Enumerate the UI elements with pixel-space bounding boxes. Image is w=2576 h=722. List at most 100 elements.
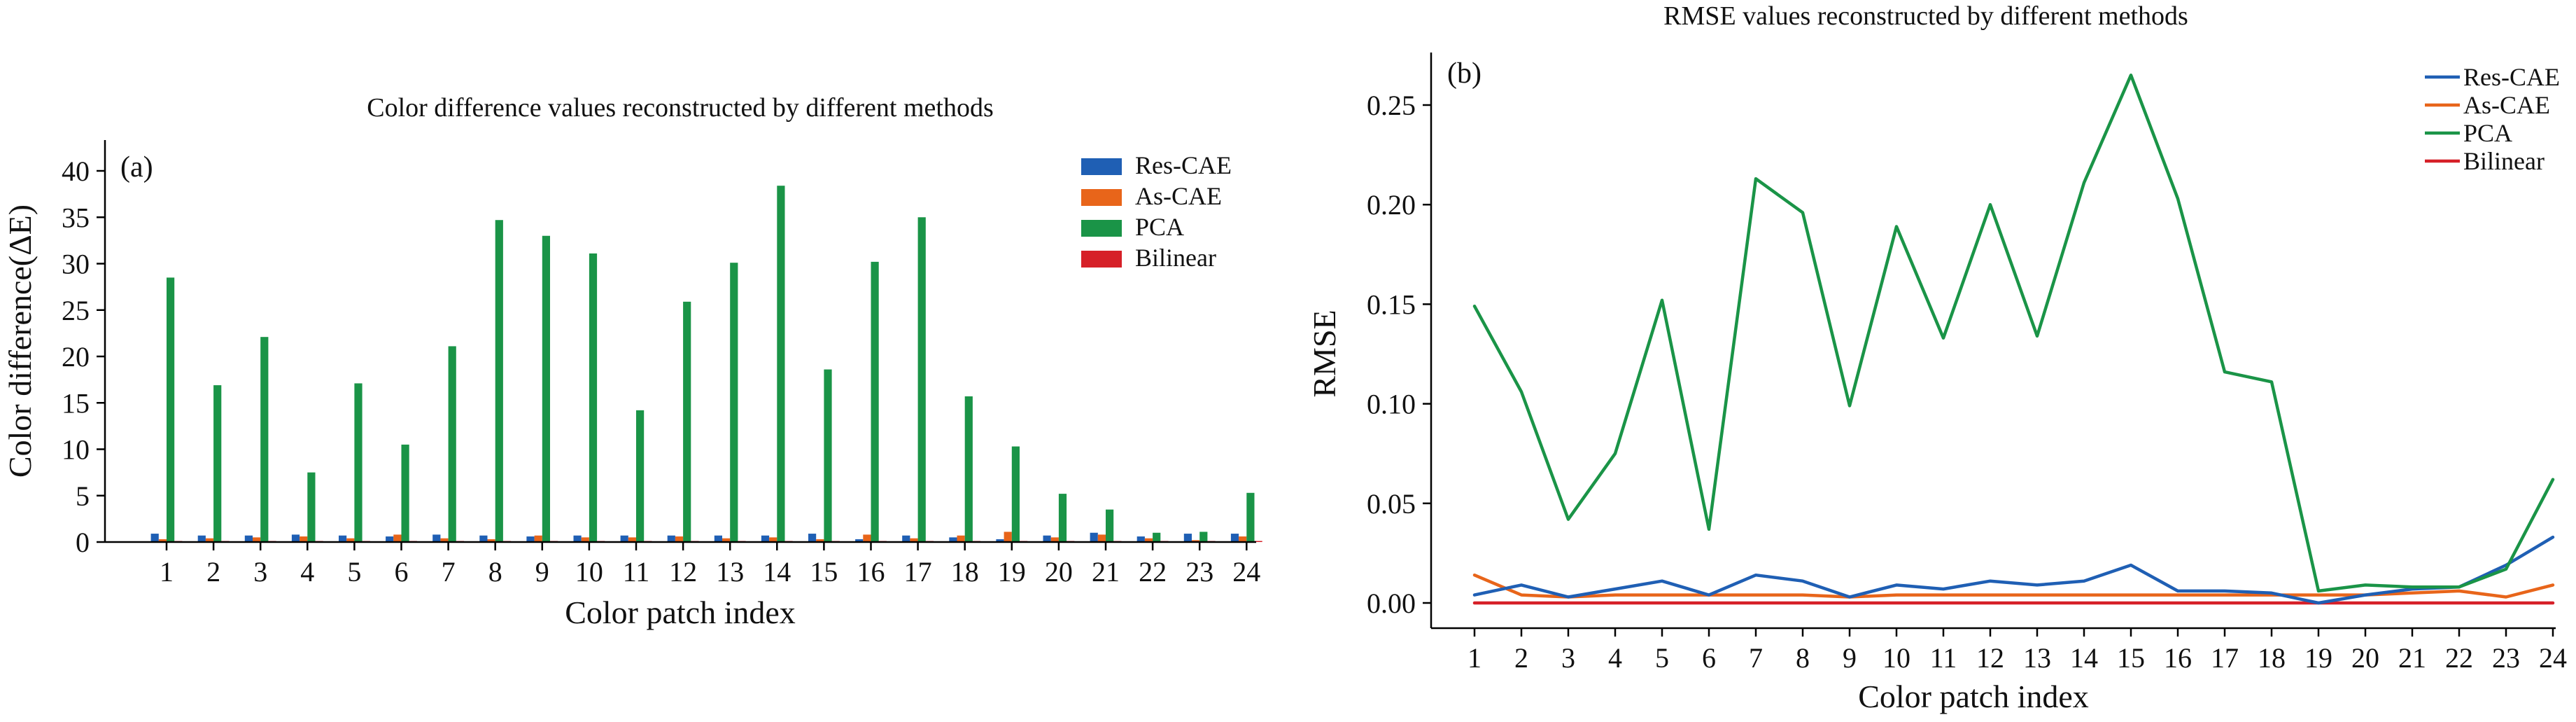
bar-chart-bar bbox=[1254, 541, 1262, 542]
bar-chart-x-tick-label: 21 bbox=[1092, 556, 1120, 588]
bar-chart-bar bbox=[628, 537, 636, 542]
bar-chart-bar bbox=[307, 472, 316, 542]
line-chart-y-tick-label: 0.00 bbox=[1367, 588, 1416, 619]
bar-chart-bar bbox=[167, 277, 175, 542]
line-chart-panel: RMSE values reconstructed by different m… bbox=[1307, 1, 2567, 714]
line-chart-x-tick-label: 1 bbox=[1468, 642, 1481, 674]
bar-chart-bar bbox=[1050, 537, 1059, 542]
line-chart-x-tick-label: 11 bbox=[1930, 642, 1957, 674]
bar-chart-x-tick-label: 12 bbox=[669, 556, 697, 588]
bar-chart-bar bbox=[1239, 536, 1247, 542]
bar-chart-bar bbox=[714, 535, 722, 542]
bar-chart-x-tick-label: 16 bbox=[857, 556, 885, 588]
bar-chart-y-tick-label: 30 bbox=[62, 249, 90, 280]
bar-chart-bar bbox=[1246, 492, 1255, 542]
bar-chart-bar bbox=[197, 535, 206, 542]
bar-chart-bar bbox=[855, 539, 864, 542]
bar-chart-bar bbox=[291, 534, 300, 542]
line-chart-series-line bbox=[1472, 535, 2555, 605]
bar-chart-title: Color difference values reconstructed by… bbox=[367, 93, 994, 123]
bar-chart-bar bbox=[957, 535, 965, 542]
bar-chart-bar bbox=[902, 535, 910, 542]
bar-chart-legend-label: PCA bbox=[1135, 213, 1184, 241]
bar-chart-bar bbox=[683, 301, 691, 542]
line-chart-x-tick-label: 18 bbox=[2258, 642, 2286, 674]
bar-chart-legend-label: Res-CAE bbox=[1135, 151, 1232, 179]
bar-chart-y-tick-label: 20 bbox=[62, 341, 90, 373]
bar-chart-bar bbox=[260, 337, 269, 542]
bar-chart-bar bbox=[761, 535, 770, 542]
line-chart-x-tick-label: 2 bbox=[1514, 642, 1528, 674]
bar-chart-bar bbox=[495, 220, 503, 542]
line-chart-x-tick-label: 13 bbox=[2023, 642, 2051, 674]
bar-chart-x-tick-label: 5 bbox=[347, 556, 361, 588]
bar-chart-bar bbox=[949, 537, 957, 542]
line-chart-x-tick-label: 14 bbox=[2070, 642, 2098, 674]
bar-chart-bar bbox=[769, 537, 777, 542]
bar-chart-x-tick-label: 22 bbox=[1139, 556, 1167, 588]
bar-chart-bar bbox=[581, 537, 589, 542]
bar-chart-bar bbox=[1106, 509, 1114, 542]
bar-chart-x-tick-label: 18 bbox=[951, 556, 979, 588]
bar-chart-x-tick-label: 19 bbox=[998, 556, 1026, 588]
bar-chart-bars bbox=[150, 186, 1262, 542]
line-chart-x-tick-label: 7 bbox=[1749, 642, 1763, 674]
bar-chart-bar bbox=[871, 261, 879, 542]
bar-chart-bar bbox=[440, 538, 449, 542]
bar-chart-bar bbox=[1058, 494, 1067, 542]
bar-chart-bar bbox=[1230, 534, 1239, 542]
bar-chart-bar bbox=[526, 536, 535, 542]
bar-chart-x-ticks: 1 2 3 4 5 6 7 8 9 10 11 12 13 14 15 16 17 18 19 20 21 22 23 24 bbox=[160, 542, 1260, 588]
bar-chart-x-tick-label: 11 bbox=[623, 556, 650, 588]
line-chart-y-axis-label: RMSE bbox=[1307, 310, 1342, 397]
bar-chart-bar bbox=[150, 534, 159, 542]
line-chart-x-ticks: 1 2 3 4 5 6 7 8 9 10 11 12 13 14 15 16 17 18 19 20 21 22 23 24 bbox=[1468, 628, 2567, 674]
line-chart-x-tick-label: 4 bbox=[1608, 642, 1622, 674]
bar-chart-bar bbox=[393, 534, 402, 542]
bar-chart-x-tick-label: 4 bbox=[300, 556, 314, 588]
bar-chart-bar bbox=[253, 537, 261, 542]
bar-chart-bar bbox=[964, 396, 973, 542]
bar-chart-legend-swatch bbox=[1081, 158, 1122, 175]
line-chart-series-line bbox=[1472, 74, 2555, 593]
bar-chart-legend: Res-CAE As-CAE PCA Bilinear bbox=[1081, 151, 1232, 272]
line-chart-legend-label: PCA bbox=[2463, 119, 2512, 147]
line-chart-x-tick-label: 15 bbox=[2117, 642, 2145, 674]
bar-chart-bar bbox=[675, 536, 684, 542]
bar-chart-x-tick-label: 6 bbox=[395, 556, 409, 588]
line-chart-x-tick-label: 19 bbox=[2304, 642, 2332, 674]
bar-chart-bar bbox=[534, 535, 542, 542]
bar-chart-x-tick-label: 9 bbox=[535, 556, 549, 588]
line-chart-legend-label: Res-CAE bbox=[2463, 63, 2560, 91]
line-chart-x-tick-label: 6 bbox=[1702, 642, 1716, 674]
line-chart-x-tick-label: 17 bbox=[2211, 642, 2239, 674]
bar-chart-bar bbox=[158, 539, 167, 542]
bar-chart-y-tick-label: 40 bbox=[62, 155, 90, 187]
bar-chart-x-tick-label: 14 bbox=[763, 556, 791, 588]
bar-chart-bar bbox=[917, 217, 926, 542]
bar-chart-bar bbox=[479, 535, 488, 542]
line-chart-x-tick-label: 22 bbox=[2445, 642, 2473, 674]
bar-chart-bar bbox=[386, 536, 394, 542]
line-chart-x-tick-label: 3 bbox=[1561, 642, 1575, 674]
bar-chart-bar bbox=[1011, 446, 1020, 542]
line-chart-legend-label: As-CAE bbox=[2463, 91, 2550, 119]
bar-chart-bar bbox=[808, 534, 817, 542]
line-chart-title: RMSE values reconstructed by different m… bbox=[1663, 1, 2188, 31]
bar-chart-bar bbox=[1090, 532, 1098, 542]
bar-chart-x-tick-label: 15 bbox=[810, 556, 838, 588]
bar-chart-x-tick-label: 10 bbox=[575, 556, 603, 588]
bar-chart-bar bbox=[244, 535, 253, 542]
bar-chart-legend-swatch bbox=[1081, 189, 1122, 206]
bar-chart-y-tick-label: 35 bbox=[62, 202, 90, 233]
bar-chart-bar bbox=[824, 369, 832, 542]
line-chart-panel-label: (b) bbox=[1447, 57, 1481, 90]
bar-chart-y-ticks: 0 5 10 15 20 25 30 35 40 bbox=[62, 155, 105, 558]
bar-chart-x-tick-label: 1 bbox=[160, 556, 174, 588]
bar-chart-bar bbox=[620, 535, 628, 542]
bar-chart-bar bbox=[816, 539, 824, 542]
bar-chart-x-tick-label: 13 bbox=[716, 556, 744, 588]
bar-chart-bar bbox=[777, 186, 785, 542]
